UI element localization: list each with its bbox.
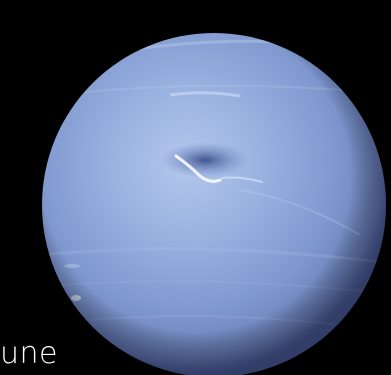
caption-text: une [0, 336, 58, 371]
limb-shadow [42, 33, 386, 375]
